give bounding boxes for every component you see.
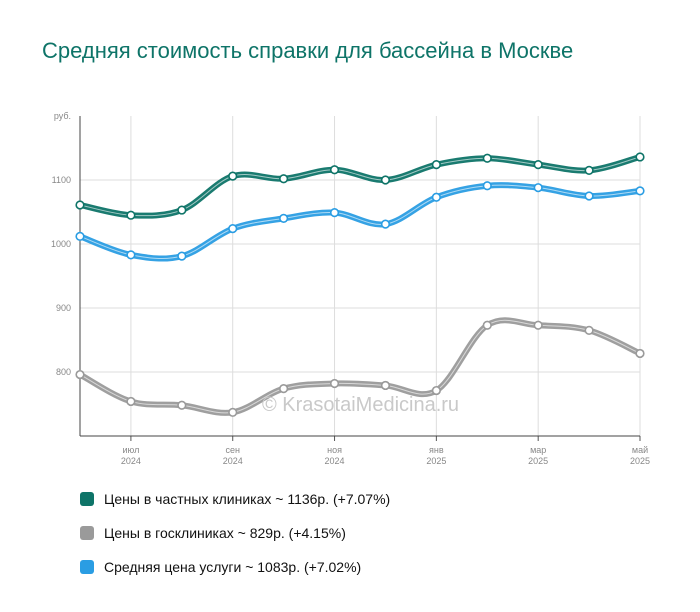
legend-item-average[interactable]: Средняя цена услуги ~ 1083р. (+7.02%) [80,550,390,584]
y-tick-label: 1000 [51,239,71,249]
data-point [177,251,187,261]
data-point [380,380,391,391]
legend-item-public[interactable]: Цены в госклиниках ~ 829р. (+4.15%) [80,516,390,550]
data-point [380,175,391,185]
data-point [329,165,340,175]
data-point [177,205,187,215]
grid [80,116,641,436]
data-point [584,325,594,336]
data-point [584,191,594,201]
data-point [482,181,492,191]
data-point [228,171,238,181]
y-unit-label: руб. [54,111,71,121]
x-tick-label: 2024 [121,456,141,466]
data-point [635,152,645,162]
series-line [77,153,643,219]
legend-item-private[interactable]: Цены в частных клиниках ~ 1136р. (+7.07%… [80,482,390,516]
data-point [380,219,391,229]
data-point [482,153,492,163]
y-tick-label: 900 [56,303,71,313]
x-tick-label: 2024 [223,456,243,466]
legend-swatch [80,560,94,574]
data-point [635,186,645,196]
series-lines [77,153,643,416]
data-point [75,369,85,380]
x-tick-label: 2025 [630,456,650,466]
data-point [126,250,136,260]
data-point [482,320,492,330]
watermark: © KrasotaiMedicina.ru [262,394,459,416]
legend-swatch [80,526,94,540]
data-point [279,174,289,184]
x-tick-label: 2025 [528,456,548,466]
data-point [228,224,238,234]
y-tick-label: 800 [56,367,71,377]
data-point [329,378,340,389]
data-point [228,407,238,417]
data-point [279,384,289,394]
data-point [431,160,441,170]
data-point [75,231,85,241]
data-point [279,213,289,223]
data-point [329,208,340,218]
data-point [177,400,187,410]
x-tick-label: 2024 [325,456,345,466]
axes [79,116,641,441]
data-point [584,165,594,175]
x-tick-label: сен [225,445,240,455]
data-points [75,152,645,417]
data-point [126,396,136,407]
x-tick-label: янв [429,445,444,455]
x-tick-label: май [632,445,648,455]
legend: Цены в частных клиниках ~ 1136р. (+7.07%… [80,482,390,584]
legend-label: Средняя цена услуги ~ 1083р. (+7.02%) [104,559,362,575]
series-line [77,182,643,262]
y-tick-label: 1100 [52,175,71,185]
legend-swatch [80,492,94,506]
chart-title: Средняя стоимость справки для бассейна в… [42,38,574,63]
data-point [126,210,136,220]
data-point [635,348,645,359]
data-point [431,385,441,396]
data-point [431,192,441,202]
x-tick-label: мар [530,445,546,455]
data-point [75,200,85,210]
data-point [533,160,543,170]
x-tick-label: ноя [327,445,342,455]
data-point [533,320,543,330]
x-tick-label: 2025 [426,456,446,466]
tick-labels: 80090010001100руб.июл2024сен2024ноя2024я… [51,111,650,466]
legend-label: Цены в госклиниках ~ 829р. (+4.15%) [104,525,346,541]
legend-label: Цены в частных клиниках ~ 1136р. (+7.07%… [104,491,391,507]
data-point [533,183,543,193]
x-tick-label: июл [122,445,139,455]
